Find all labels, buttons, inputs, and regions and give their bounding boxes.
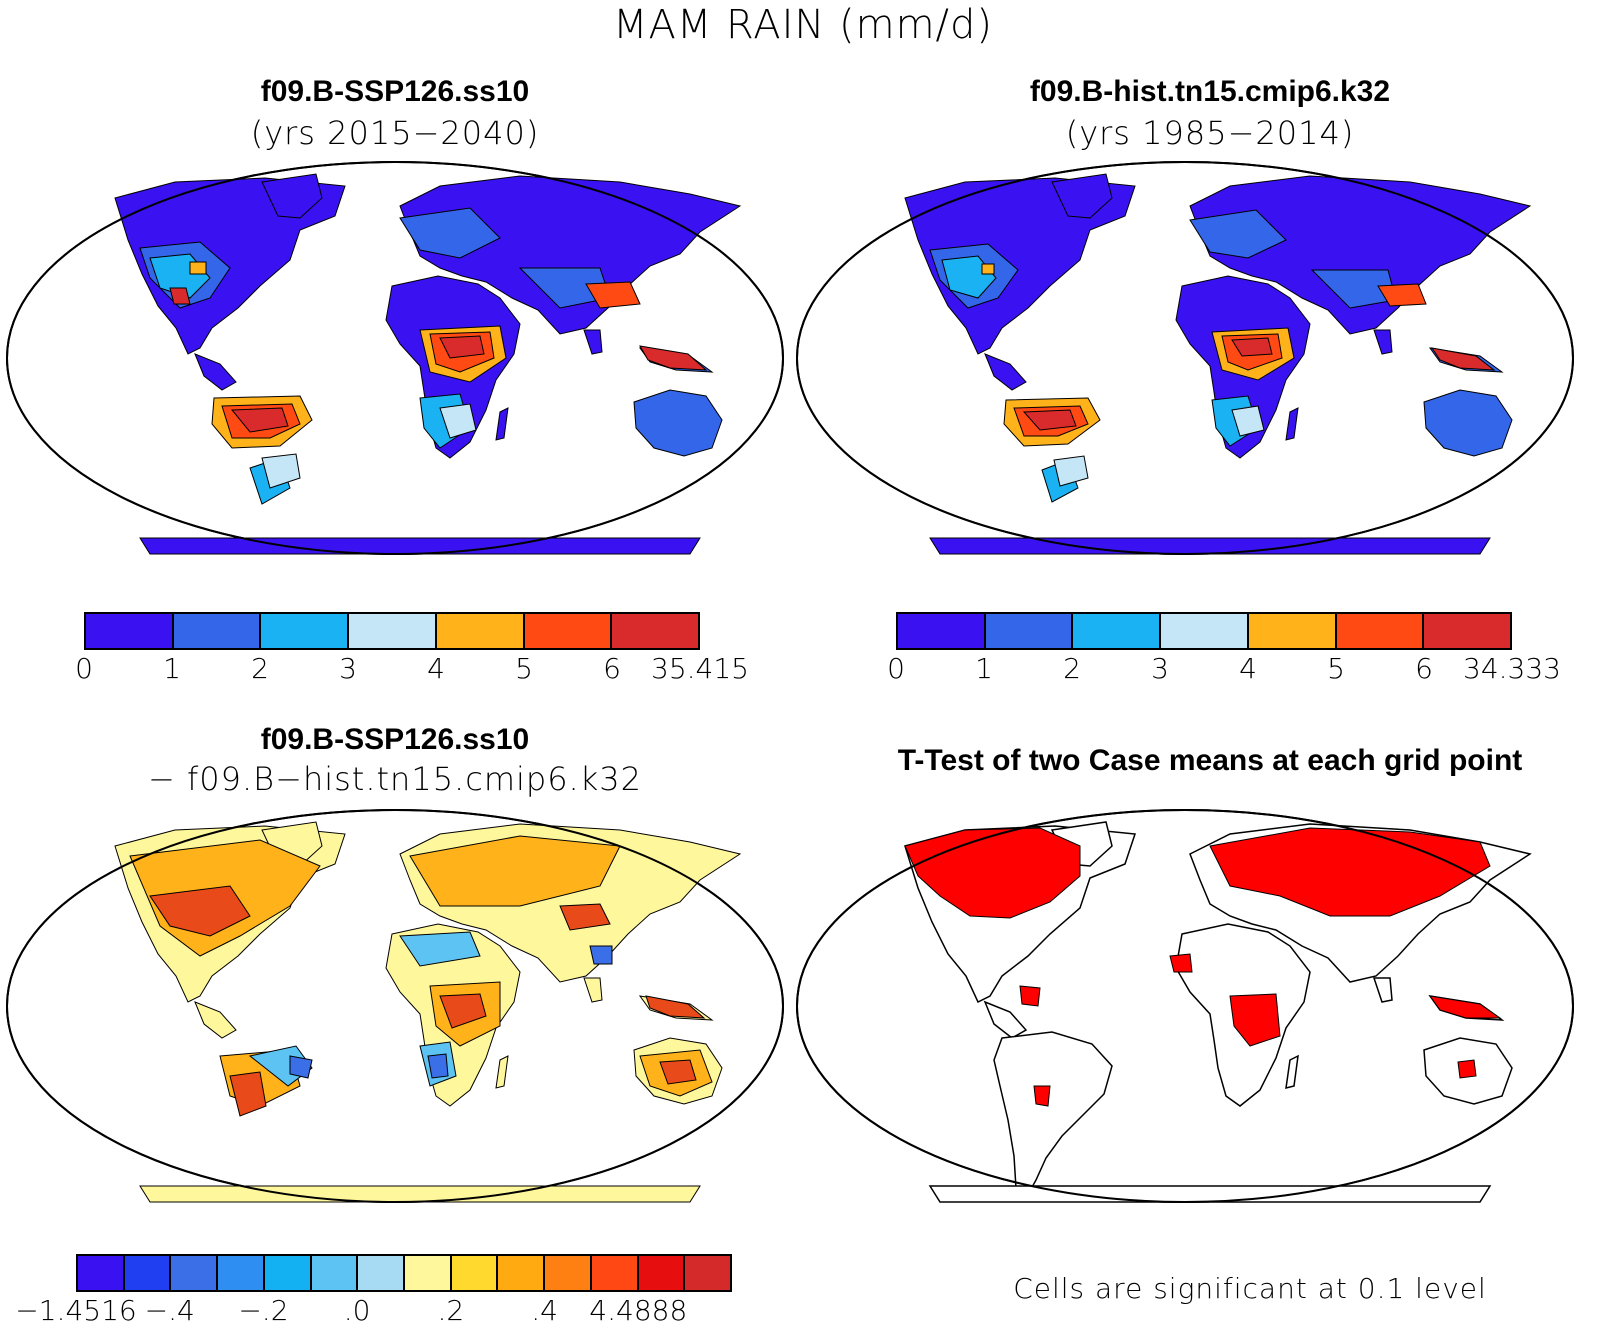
colorbar-tick-label: 1 [975, 652, 993, 685]
colorbar-cell [1424, 614, 1511, 648]
colorbar-cell [218, 1256, 265, 1290]
panel-tl-title: f09.B-SSP126.ss10 [260, 75, 530, 108]
figure-title: MAM RAIN (mm/d) [612, 2, 994, 48]
map-rain-ssp126 [6, 161, 784, 555]
colorbar-cell [124, 1256, 172, 1290]
colorbar-cell [358, 1256, 406, 1290]
colorbar-cell [898, 614, 986, 648]
colorbar-cell [436, 614, 525, 648]
map-ttest-significance [796, 809, 1574, 1203]
colorbar-rain-hist-labels: 0 1 2 3 4 5 6 34.333 [887, 652, 1561, 686]
panel-tr-subtitle: (yrs 1985−2014) [1065, 114, 1355, 152]
colorbar-tick-label: .0 [343, 1294, 371, 1327]
colorbar-cell [1336, 614, 1425, 648]
colorbar-cell [545, 1256, 592, 1290]
colorbar-cell [171, 1256, 219, 1290]
colorbar-cell [985, 614, 1074, 648]
panel-bl-title: f09.B-SSP126.ss10 [260, 723, 530, 756]
colorbar-cell [86, 614, 174, 648]
colorbar-tick-label: .4 [531, 1294, 558, 1327]
panel-bl-subtitle: − f09.B−hist.tn15.cmip6.k32 [148, 760, 642, 798]
colorbar-difference [76, 1254, 732, 1292]
colorbar-tick-label: 5 [515, 652, 533, 685]
colorbar-tick-label: 4 [1239, 652, 1257, 685]
colorbar-cell [612, 614, 699, 648]
colorbar-rain-hist [896, 612, 1512, 650]
panel-tl-subtitle: (yrs 2015−2040) [250, 114, 540, 152]
colorbar-cell [685, 1256, 731, 1290]
colorbar-tick-label: 3 [339, 652, 357, 685]
colorbar-tick-label: −.2 [238, 1294, 289, 1327]
panel-br-title: T-Test of two Case means at each grid po… [897, 744, 1523, 777]
colorbar-tick-label: 35.415 [651, 652, 749, 685]
colorbar-tick-label: 4.4888 [589, 1294, 688, 1327]
colorbar-tick-label: .2 [437, 1294, 465, 1327]
colorbar-rain-ssp126-labels: 0 1 2 3 4 5 6 35.415 [75, 652, 749, 686]
colorbar-cell [498, 1256, 546, 1290]
colorbar-tick-label: 5 [1327, 652, 1345, 685]
colorbar-cell [1248, 614, 1337, 648]
colorbar-tick-label: 2 [1063, 652, 1081, 685]
colorbar-cell [1161, 614, 1249, 648]
panel-tr-title: f09.B-hist.tn15.cmip6.k32 [1029, 75, 1391, 108]
colorbar-cell [173, 614, 262, 648]
colorbar-cell [524, 614, 613, 648]
colorbar-difference-labels: −1.4516 −.4 −.2 .0 .2 .4 4.4888 [15, 1294, 732, 1328]
colorbar-rain-ssp126 [84, 612, 700, 650]
colorbar-cell [264, 1256, 312, 1290]
colorbar-tick-label: 34.333 [1463, 652, 1561, 685]
colorbar-tick-label: 0 [887, 652, 905, 685]
colorbar-cell [405, 1256, 452, 1290]
colorbar-cell [349, 614, 437, 648]
colorbar-tick-label: 6 [1415, 652, 1433, 685]
map-rain-hist [796, 161, 1574, 555]
colorbar-tick-label: 1 [163, 652, 181, 685]
colorbar-cell [1073, 614, 1162, 648]
colorbar-tick-label: 0 [75, 652, 93, 685]
colorbar-cell [591, 1256, 639, 1290]
colorbar-cell [311, 1256, 359, 1290]
map-rain-difference [6, 809, 784, 1203]
colorbar-cell [451, 1256, 499, 1290]
colorbar-cell [78, 1256, 125, 1290]
colorbar-tick-label: 2 [251, 652, 269, 685]
colorbar-tick-label: −.4 [144, 1294, 195, 1327]
colorbar-tick-label: 4 [427, 652, 445, 685]
colorbar-cell [261, 614, 350, 648]
colorbar-tick-label: 6 [603, 652, 621, 685]
panel-br-note: Cells are significant at 0.1 level [1013, 1272, 1487, 1305]
colorbar-cell [638, 1256, 686, 1290]
colorbar-tick-label: 3 [1151, 652, 1169, 685]
colorbar-tick-label: −1.4516 [15, 1294, 137, 1327]
